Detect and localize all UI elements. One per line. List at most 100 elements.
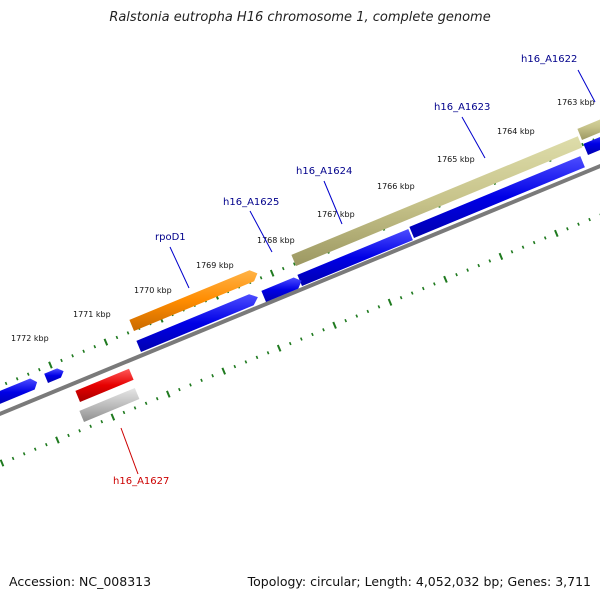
tick-mark: [521, 245, 525, 249]
tick-mark: [554, 229, 559, 238]
tick-mark: [532, 240, 536, 245]
tick-mark: [133, 406, 137, 410]
h16-a1622b-feature[interactable]: [583, 132, 600, 155]
kbp-label-1771: 1771 kbp: [73, 310, 111, 319]
tick-mark: [38, 367, 41, 372]
tick-mark: [510, 250, 514, 254]
tick-mark: [466, 268, 469, 272]
tick-mark: [477, 263, 481, 268]
tick-mark: [421, 286, 425, 291]
tick-mark: [322, 328, 325, 332]
tick-mark: [93, 344, 97, 349]
leader-h16-a1627: [120, 427, 139, 475]
tick-mark: [577, 222, 580, 226]
leader-h16-a1624: [323, 180, 343, 225]
tick-mark: [266, 351, 270, 355]
tick-mark: [288, 341, 292, 346]
gene-label-h16-a1625[interactable]: h16_A1625: [223, 197, 279, 208]
tick-mark: [233, 364, 237, 369]
h16-a1625-feature[interactable]: [261, 277, 302, 303]
map-title: Ralstonia eutropha H16 chromosome 1, com…: [109, 10, 491, 25]
tick-mark: [45, 442, 48, 447]
kbp-label-1768: 1768 kbp: [257, 236, 295, 245]
tick-mark: [344, 318, 347, 323]
tick-mark: [293, 262, 296, 266]
h16-a1623-feature[interactable]: [291, 136, 583, 266]
tick-mark: [566, 227, 569, 231]
genome-summary-text: Topology: circular; Length: 4,052,032 bp…: [247, 574, 591, 589]
tick-mark: [377, 305, 381, 309]
blue-left-b-feature[interactable]: [44, 368, 64, 383]
tick-mark: [189, 383, 192, 387]
tick-mark: [100, 419, 104, 424]
rpoD1-feature[interactable]: [129, 270, 258, 331]
tick-mark: [366, 309, 370, 314]
tick-mark: [498, 252, 504, 260]
tick-mark: [0, 459, 5, 467]
tick-mark: [387, 298, 393, 306]
tick-mark: [443, 275, 448, 283]
tick-mark: [71, 354, 74, 358]
tick-mark: [4, 381, 8, 386]
tick-mark: [311, 332, 314, 337]
gene-label-h16-a1622[interactable]: h16_A1622: [521, 54, 577, 65]
tick-mark: [15, 377, 19, 381]
tick-mark: [269, 269, 275, 277]
h16-a1624-feature[interactable]: [297, 229, 413, 286]
kbp-label-1764: 1764 kbp: [497, 127, 535, 136]
gene-label-h16-a1624[interactable]: h16_A1624: [296, 166, 352, 177]
leader-h16-a1623: [461, 116, 486, 159]
tick-mark: [78, 429, 81, 433]
gene-label-rpoD1[interactable]: rpoD1: [155, 232, 186, 243]
tick-mark: [11, 456, 15, 461]
tick-mark: [488, 259, 492, 263]
blue-left-a-feature[interactable]: [0, 378, 38, 407]
kbp-label-1769: 1769 kbp: [196, 261, 234, 270]
tick-mark: [22, 452, 26, 456]
tick-mark: [433, 282, 436, 286]
tick-mark: [221, 367, 226, 375]
tick-mark: [200, 378, 203, 383]
rpoD1-partner-feature[interactable]: [136, 294, 258, 352]
tick-mark: [115, 335, 119, 340]
tick-mark: [581, 142, 584, 147]
kbp-label-1772: 1772 kbp: [11, 334, 49, 343]
tick-mark: [259, 276, 263, 280]
tick-mark: [244, 360, 248, 364]
reverse-tick-track: [0, 213, 600, 467]
gene-label-h16-a1627[interactable]: h16_A1627: [113, 476, 169, 487]
tick-mark: [399, 295, 403, 300]
accession-text: Accession: NC_008313: [9, 574, 152, 589]
tick-mark: [48, 361, 53, 369]
tick-mark: [588, 217, 591, 222]
tick-mark: [26, 372, 30, 376]
feature-layer: [0, 114, 600, 422]
tick-mark: [276, 344, 282, 352]
h16-a1627-feature[interactable]: [75, 368, 134, 402]
kbp-label-1770: 1770 kbp: [134, 286, 172, 295]
tick-mark: [543, 236, 547, 240]
kbp-label-1763: 1763 kbp: [557, 98, 595, 107]
h16-a1624b-feature[interactable]: [409, 156, 585, 238]
tick-mark: [67, 433, 70, 438]
tick-mark: [355, 314, 359, 318]
leader-rpoD1: [169, 246, 190, 289]
tick-mark: [300, 337, 303, 341]
gene-label-h16-a1623[interactable]: h16_A1623: [434, 102, 490, 113]
tick-mark: [166, 390, 171, 398]
kbp-label-1766: 1766 kbp: [377, 182, 415, 191]
tick-mark: [155, 397, 159, 401]
tick-mark: [410, 291, 414, 295]
tick-mark: [103, 338, 109, 346]
tick-mark: [60, 358, 63, 363]
tick-mark: [455, 273, 458, 277]
tick-mark: [33, 447, 37, 451]
leader-h16-a1622: [577, 69, 596, 103]
grey-feature[interactable]: [79, 388, 140, 422]
tick-mark: [82, 349, 86, 353]
tick-mark: [55, 436, 60, 444]
h16-a1622-feature[interactable]: [577, 114, 600, 140]
kbp-label-1765: 1765 kbp: [437, 155, 475, 164]
kbp-label-1767: 1767 kbp: [317, 210, 355, 219]
tick-mark: [178, 387, 181, 392]
